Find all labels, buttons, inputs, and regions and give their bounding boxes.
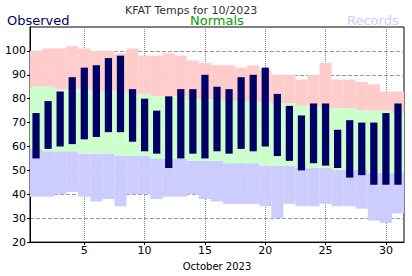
svg-text:25: 25	[319, 244, 333, 257]
svg-text:20: 20	[12, 236, 26, 249]
svg-text:70: 70	[12, 116, 26, 129]
svg-text:Observed: Observed	[7, 13, 70, 28]
svg-text:50: 50	[12, 164, 26, 177]
svg-text:10: 10	[138, 244, 152, 257]
svg-text:5: 5	[81, 244, 88, 257]
svg-text:30: 30	[379, 244, 393, 257]
svg-text:Normals: Normals	[190, 13, 244, 28]
svg-text:Records: Records	[347, 13, 399, 28]
svg-text:60: 60	[12, 140, 26, 153]
svg-text:20: 20	[258, 244, 272, 257]
svg-text:October 2023: October 2023	[183, 261, 252, 272]
svg-text:90: 90	[12, 68, 26, 81]
svg-text:100: 100	[5, 44, 26, 57]
svg-text:KFAT Temps for 10/2023: KFAT Temps for 10/2023	[125, 4, 258, 17]
svg-text:80: 80	[12, 92, 26, 105]
svg-text:15: 15	[198, 244, 212, 257]
svg-text:40: 40	[12, 188, 26, 201]
svg-text:30: 30	[12, 212, 26, 225]
